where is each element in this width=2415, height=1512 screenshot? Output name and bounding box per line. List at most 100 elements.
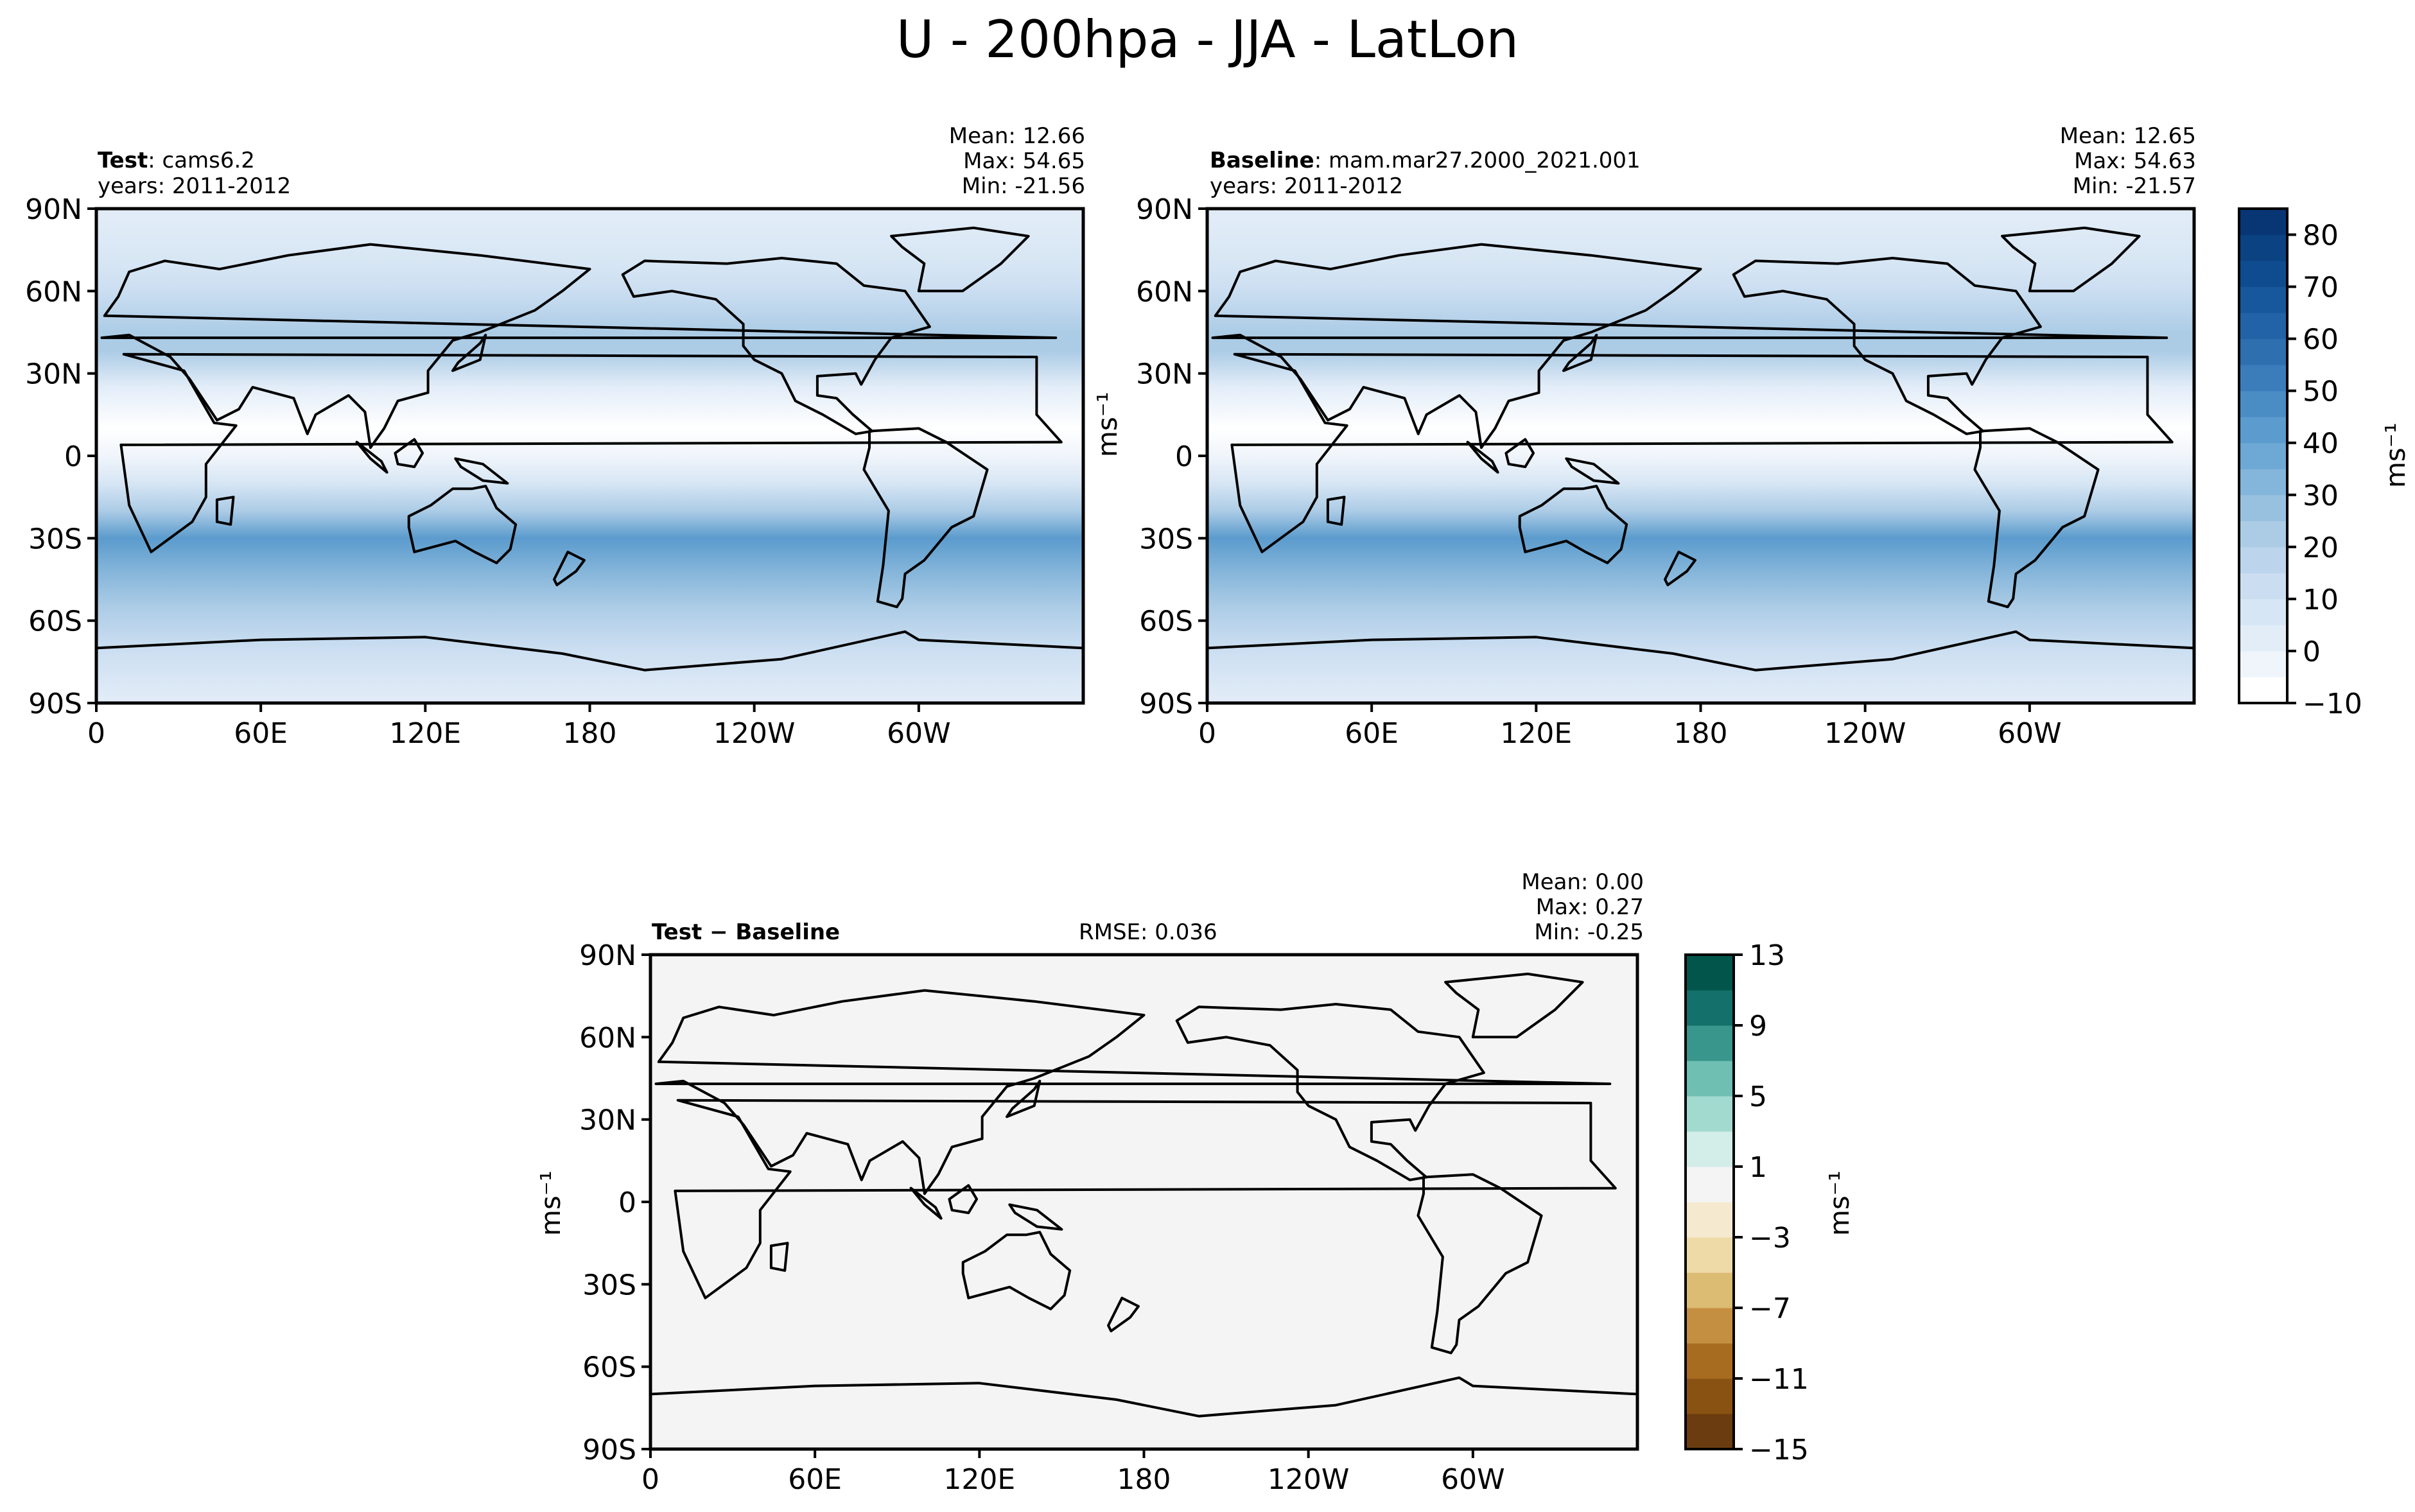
main-colorbar-swatch [2239,494,2287,521]
diff-xtick-label: 120W [1268,1463,1350,1496]
test-panel-case: : cams6.2 [148,148,255,173]
test-ytick-label: 90N [25,193,82,226]
diff-xtick-label: 60W [1441,1463,1505,1496]
main-colorbar-swatch [2239,650,2287,677]
test-ytick-label: 0 [64,440,82,473]
main-colorbar-tick-label: 60 [2303,324,2339,356]
diff-field [650,955,1637,1449]
baseline-coastline [1732,257,2042,435]
figure-title: U - 200hpa - JJA - LatLon [896,10,1519,69]
test-coastline [553,550,586,587]
diff-colorbar-tick-label: 13 [1749,939,1785,972]
baseline-panel-case: : mam.mar27.2000_2021.001 [1314,148,1641,173]
diff-coastline [650,1376,1637,1449]
test-coastline [96,630,1083,703]
test-mean: Mean: 12.66 [948,123,1085,149]
test-coastline [621,257,931,435]
test-coastline [100,243,1058,449]
diff-min: Min: -0.25 [1534,919,1644,945]
diff-coastline [1006,1079,1042,1118]
diff-mean: Mean: 0.00 [1521,869,1644,895]
test-xtick-label: 120W [713,717,796,750]
baseline-coastline [1664,550,1696,587]
main-colorbar-tick-label: 50 [2303,376,2339,408]
diff-colorbar-swatch [1686,1131,1734,1167]
diff-coastline [769,1242,789,1272]
main-colorbar-tick-label: 0 [2303,636,2321,668]
baseline-ytick-label: 90N [1136,193,1193,226]
baseline-coastline [1973,427,2100,609]
diff-colorbar-swatch [1686,955,1734,991]
test-coastline [407,485,518,564]
test-ytick-label: 90S [28,688,82,720]
main-colorbar-swatch [2239,209,2287,236]
diff-xtick-label: 120E [943,1463,1015,1496]
diff-xtick-label: 0 [641,1463,659,1496]
baseline-ytick-label: 0 [1175,440,1193,473]
test-coastline [862,427,989,609]
main-colorbar-swatch [2239,573,2287,600]
test-ytick-label: 30S [28,523,82,555]
diff-ytick-label: 60S [582,1351,636,1384]
test-years: years: 2011-2012 [98,173,292,199]
diff-coastline [1175,1003,1485,1181]
diff-coastline [1444,972,1584,1039]
main-colorbar-tick-label: −10 [2303,688,2362,720]
baseline-coastline [1562,333,1598,372]
main-colorbar-swatch [2239,625,2287,652]
main-colorbar-tick-label: 80 [2303,220,2339,252]
diff-coastline [1107,1296,1140,1333]
diff-rmse: RMSE: 0.036 [1079,919,1217,945]
baseline-coastline [1211,243,2168,449]
baseline-ytick-label: 60N [1136,275,1193,308]
baseline-panel-label: Baseline: mam.mar27.2000_2021.001 [1210,148,1641,173]
test-coastline [890,226,1030,293]
main-colorbar-swatch [2239,469,2287,496]
main-colorbar-swatch [2239,442,2287,469]
diff-colorbar-swatch [1686,1202,1734,1238]
diff-xtick-label: 180 [1117,1463,1171,1496]
test-ytick-label: 30N [25,358,82,391]
main-colorbar-swatch [2239,365,2287,392]
main-colorbar-swatch [2239,546,2287,573]
baseline-xtick-label: 60W [1998,717,2062,750]
main-colorbar-tick-label: 40 [2303,428,2339,460]
baseline-panel-name: Baseline [1210,148,1314,173]
test-coastline [451,333,487,372]
diff-colorbar-swatch [1686,1096,1734,1132]
test-ytick-label: 60S [28,605,82,638]
main-colorbar-tick-label: 20 [2303,532,2339,564]
diff-colorbar-swatch [1686,990,1734,1026]
diff-panel-label: Test − Baseline [652,919,841,945]
main-colorbar-swatch [2239,286,2287,313]
diff-colorbar-tick-label: −15 [1749,1434,1809,1466]
test-xtick-label: 180 [563,717,617,750]
baseline-xtick-label: 120E [1500,717,1572,750]
main-colorbar-swatch [2239,598,2287,625]
main-colorbar-tick-label: 10 [2303,584,2339,616]
diff-ytick-label: 90N [579,939,636,972]
baseline-ytick-label: 60S [1139,605,1193,638]
diff-ytick-label: 0 [618,1186,636,1219]
diff-max: Max: 0.27 [1535,894,1644,920]
diff-map [650,955,1637,1449]
test-xtick-label: 60E [234,717,288,750]
baseline-max: Max: 54.63 [2074,148,2196,174]
baseline-ytick-label: 90S [1139,688,1193,720]
diff-colorbar-tick-label: 1 [1749,1151,1767,1184]
test-xtick-label: 120E [389,717,461,750]
test-field [96,209,1083,703]
test-ytick-label: 60N [25,275,82,308]
baseline-xtick-label: 60E [1345,717,1399,750]
diff-coastline [1417,1173,1543,1355]
main-colorbar-tick-label: 30 [2303,480,2339,512]
test-xtick-label: 60W [887,717,951,750]
diff-colorbar-tick-label: 5 [1749,1081,1767,1113]
baseline-xtick-label: 0 [1198,717,1216,750]
diff-coastline [961,1231,1072,1310]
test-coastline [355,440,388,474]
main-colorbar-swatch [2239,677,2287,704]
diff-colorbar-tick-label: −11 [1749,1363,1809,1396]
diff-colorbar-tick-label: −7 [1749,1292,1791,1325]
